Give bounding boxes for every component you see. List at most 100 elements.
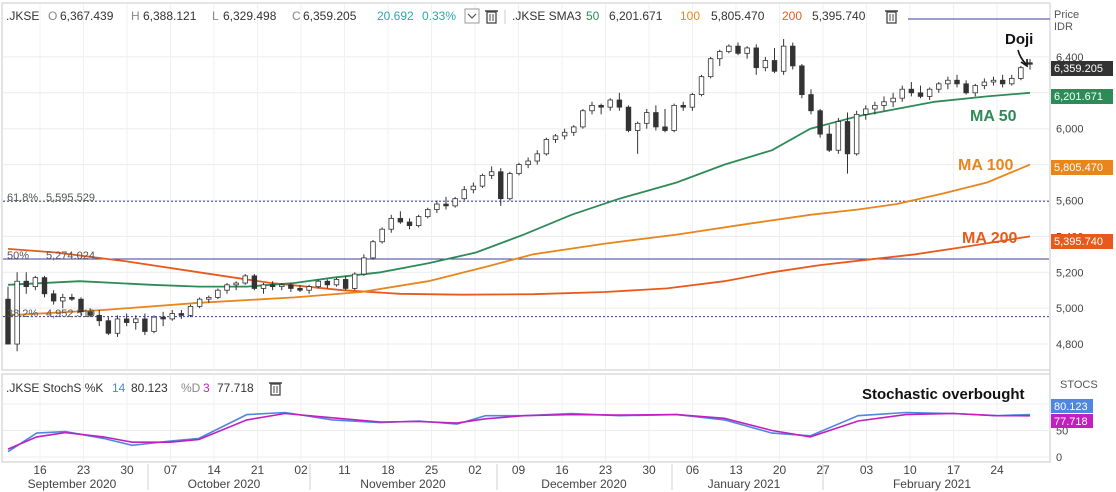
close-value: 6,359.205 — [303, 9, 357, 23]
main-symbol: .JKSE — [6, 9, 39, 23]
candle-body — [808, 94, 814, 112]
candle-body — [780, 45, 787, 72]
day-tick-label: 09 — [512, 463, 526, 477]
candle-body — [589, 104, 595, 112]
month-label: February 2021 — [893, 477, 971, 491]
day-tick-label: 30 — [120, 463, 134, 477]
candle-body — [543, 139, 550, 155]
candle-body — [324, 280, 331, 286]
candle-body — [972, 85, 978, 94]
candle-body — [525, 160, 531, 165]
candle-body — [917, 92, 924, 97]
candle-body — [69, 296, 75, 300]
candle-body — [5, 298, 11, 345]
ma200-annotation: MA 200 — [962, 230, 1018, 247]
candle-body — [881, 101, 887, 106]
candle-body — [890, 97, 896, 103]
price-axis-unit: IDR — [1054, 21, 1073, 33]
stoch-label: .JKSE StochS %K — [6, 381, 103, 395]
candle-body — [288, 284, 294, 289]
candle-body — [735, 45, 741, 54]
candle-body — [260, 284, 267, 289]
sma-period-50: 50 — [586, 9, 600, 23]
candle-body — [151, 316, 157, 332]
price-tick-label: 5,600 — [1056, 195, 1084, 207]
candle-body — [224, 284, 230, 291]
close-price-tag: 6,359.205 — [1051, 61, 1113, 76]
candle-body — [352, 273, 358, 289]
change-value: 20.692 — [377, 9, 414, 23]
fib-382-label: 38.2% — [7, 308, 38, 320]
candle-body — [361, 257, 367, 275]
day-tick-label: 10 — [903, 463, 917, 477]
candle-body — [990, 79, 997, 83]
day-tick-label: 16 — [555, 463, 569, 477]
candle-body — [133, 318, 139, 323]
candle-body — [644, 112, 650, 124]
ma100-price-tag: 5,805.470 — [1051, 160, 1113, 175]
svg-text:5,395.740: 5,395.740 — [1054, 236, 1103, 248]
candle-body — [744, 47, 750, 54]
candle-body — [689, 94, 696, 108]
candle-body — [187, 305, 194, 316]
candle-body — [370, 241, 376, 259]
day-tick-label: 13 — [729, 463, 743, 477]
price-panel — [1, 2, 1051, 371]
sma-value-100: 5,805.470 — [711, 9, 765, 23]
candle-body — [60, 296, 66, 302]
day-tick-label: 25 — [425, 463, 439, 477]
day-tick-label: 30 — [642, 463, 656, 477]
candle-body — [1027, 62, 1033, 65]
candle-body — [908, 88, 915, 94]
ma50-line — [7, 91, 1031, 288]
candle-body — [397, 218, 404, 223]
candle-body — [753, 47, 759, 69]
ma100-annotation: MA 100 — [958, 157, 1014, 174]
candle-body — [406, 221, 413, 227]
svg-text:6,201.671: 6,201.671 — [1054, 91, 1103, 103]
day-tick-label: 23 — [599, 463, 613, 477]
trash-icon[interactable] — [485, 10, 498, 24]
candle-body — [78, 298, 84, 313]
candle-body — [206, 296, 212, 300]
candle-body — [498, 171, 504, 200]
candle-body — [936, 83, 942, 90]
candle-body — [963, 83, 969, 94]
candle-body — [516, 164, 522, 174]
candle-body — [561, 131, 568, 137]
candle-body — [388, 218, 394, 230]
candle-body — [233, 282, 239, 286]
trash-icon[interactable] — [269, 382, 282, 396]
chevron-down-icon[interactable] — [464, 8, 480, 24]
candle-body — [762, 60, 769, 69]
candle-body — [817, 110, 823, 135]
day-tick-label: 07 — [164, 463, 178, 477]
candle-body — [50, 293, 57, 302]
candle-body — [443, 203, 449, 207]
candle-body — [425, 209, 431, 218]
candle-body — [452, 198, 458, 207]
price-axis-title: Price — [1054, 9, 1079, 21]
stoch-d-period: 3 — [203, 381, 210, 395]
candle-body — [479, 174, 486, 187]
sma-period-200: 200 — [782, 9, 802, 23]
stoch-axis-title: STOCS — [1060, 379, 1098, 391]
candle-body — [634, 122, 641, 131]
candle-body — [215, 289, 221, 298]
candle-body — [954, 79, 960, 85]
candle-body — [342, 279, 349, 289]
candle-body — [872, 104, 878, 110]
day-tick-label: 18 — [381, 463, 395, 477]
candle-body — [142, 318, 148, 332]
fib-618-label: 61.8% — [7, 192, 38, 204]
candle-body — [32, 277, 39, 288]
day-tick-label: 02 — [294, 463, 308, 477]
stoch-d-label: %D — [181, 381, 201, 395]
trash-icon[interactable] — [885, 10, 898, 24]
stoch-k-tag: 80.123 — [1051, 399, 1093, 413]
svg-text:77.718: 77.718 — [1054, 416, 1088, 428]
candle-body — [999, 79, 1006, 85]
candle-body — [269, 284, 276, 288]
candle-body — [14, 280, 20, 345]
candle-body — [123, 318, 130, 323]
